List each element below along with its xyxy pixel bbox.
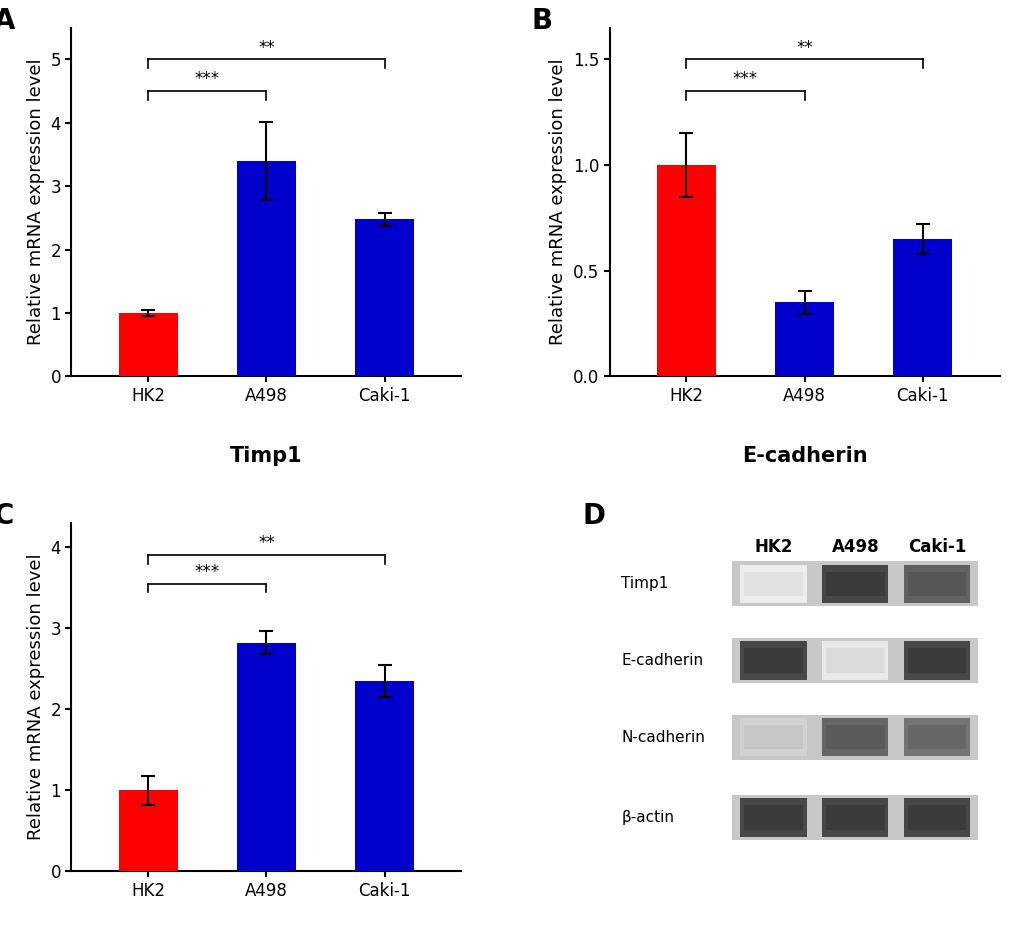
Text: **: **	[796, 39, 812, 57]
Bar	[118, 313, 177, 376]
Text: β-actin: β-actin	[621, 810, 674, 825]
Bar	[744, 805, 802, 830]
Bar	[118, 791, 177, 871]
Bar	[903, 565, 969, 603]
Bar	[355, 680, 414, 871]
Text: E-cadherin: E-cadherin	[741, 446, 866, 466]
Y-axis label: Relative mRNA expression level: Relative mRNA expression level	[26, 553, 45, 841]
Text: Timp1: Timp1	[621, 577, 668, 591]
Text: E-cadherin: E-cadherin	[621, 653, 703, 668]
Text: HK2: HK2	[753, 539, 792, 556]
Bar	[821, 718, 888, 756]
Bar	[236, 161, 296, 376]
Bar	[907, 572, 966, 596]
Bar	[825, 725, 883, 749]
Bar	[656, 165, 715, 376]
Text: ***: ***	[733, 70, 757, 88]
Bar	[825, 648, 883, 673]
Text: **: **	[258, 535, 274, 552]
Text: A498: A498	[830, 539, 878, 556]
Bar	[821, 641, 888, 679]
Bar	[740, 641, 806, 679]
Bar	[236, 642, 296, 871]
Bar	[740, 798, 806, 836]
Bar	[355, 219, 414, 376]
Bar	[732, 561, 977, 606]
Bar	[903, 641, 969, 679]
Y-axis label: Relative mRNA expression level: Relative mRNA expression level	[26, 58, 45, 346]
Text: B: B	[531, 6, 552, 35]
Text: **: **	[258, 39, 274, 57]
Bar	[732, 715, 977, 760]
Text: N-cadherin: N-cadherin	[621, 730, 704, 744]
Bar	[744, 572, 802, 596]
Text: ***: ***	[195, 70, 220, 88]
Text: C: C	[0, 502, 14, 530]
Text: Caki-1: Caki-1	[907, 539, 965, 556]
Bar	[893, 239, 952, 376]
Text: D: D	[582, 502, 604, 530]
Bar	[744, 648, 802, 673]
Bar	[825, 572, 883, 596]
Bar	[907, 805, 966, 830]
Bar	[903, 718, 969, 756]
Bar	[774, 302, 834, 376]
Text: A: A	[0, 6, 15, 35]
Bar	[732, 638, 977, 683]
Y-axis label: Relative mRNA expression level: Relative mRNA expression level	[548, 58, 567, 346]
Bar	[732, 794, 977, 840]
Bar	[903, 798, 969, 836]
Bar	[907, 648, 966, 673]
Bar	[821, 565, 888, 603]
Bar	[907, 725, 966, 749]
Bar	[821, 798, 888, 836]
Text: ***: ***	[195, 563, 220, 581]
Bar	[744, 725, 802, 749]
Bar	[740, 718, 806, 756]
Text: Timp1: Timp1	[230, 446, 303, 466]
Bar	[825, 805, 883, 830]
Bar	[740, 565, 806, 603]
